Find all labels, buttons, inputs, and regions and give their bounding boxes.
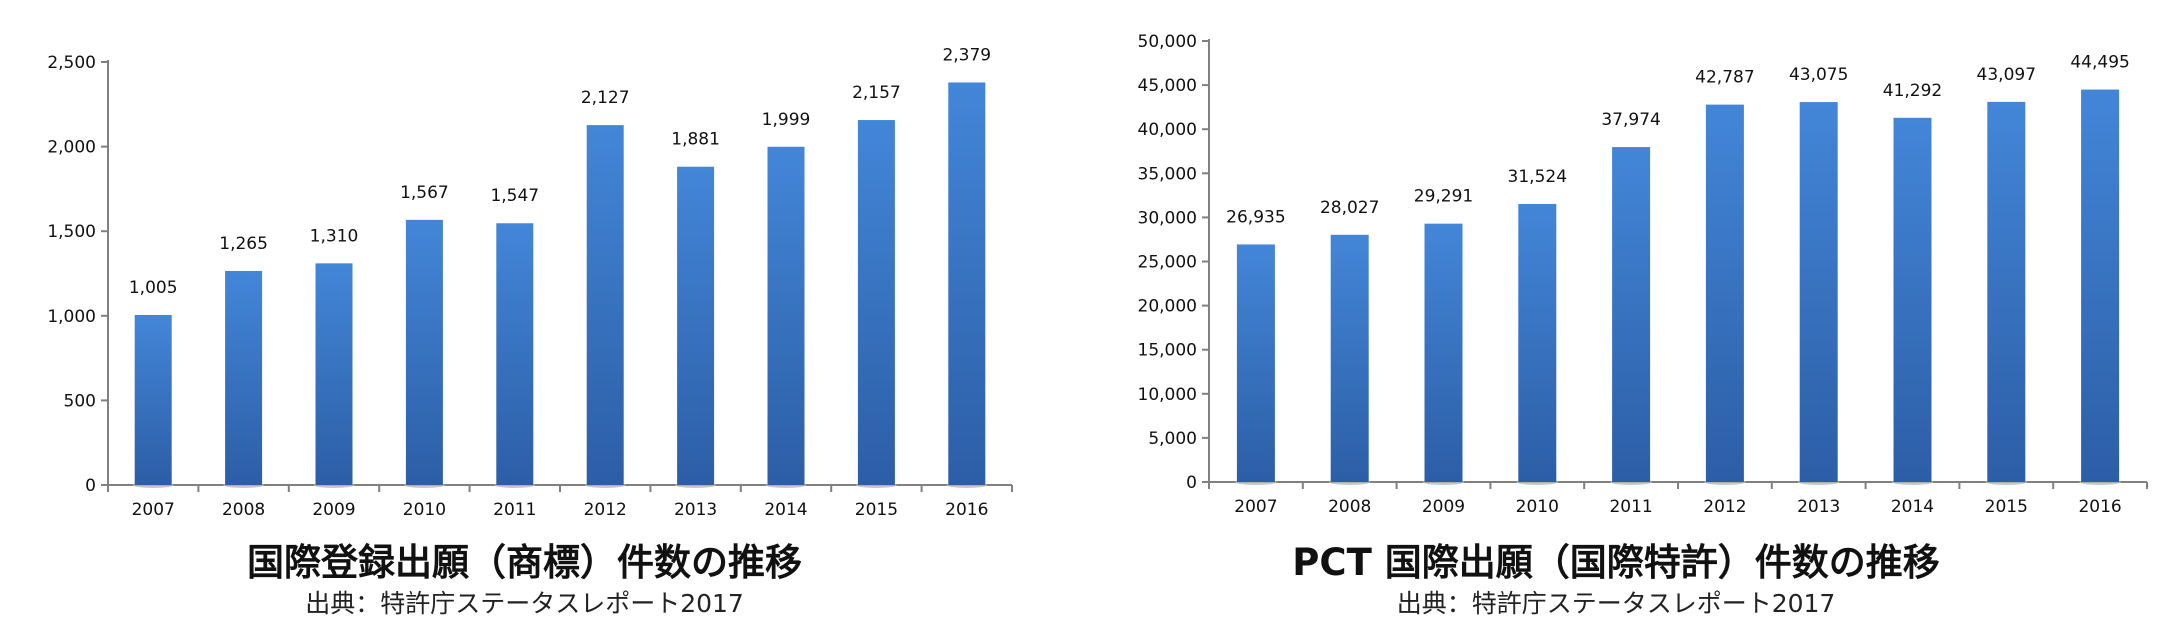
data-label: 1,567 bbox=[400, 183, 449, 203]
data-label: 29,291 bbox=[1414, 187, 1473, 207]
pct-chart-panel: 0 5,000 10,000 15,000 20,000 25,000 30,000 35,0… bbox=[1081, 0, 2163, 622]
y-tick-label: 35,000 bbox=[1138, 164, 1197, 184]
y-tick-label: 2,500 bbox=[47, 53, 96, 73]
x-tick-label: 2010 bbox=[403, 500, 446, 520]
y-tick-label: 0 bbox=[1186, 473, 1197, 493]
chart-source: 出典：特許庁ステータスレポート2017 bbox=[305, 589, 744, 618]
bar-2013 bbox=[677, 166, 715, 485]
data-label: 1,310 bbox=[310, 226, 359, 246]
bar-2016 bbox=[2081, 89, 2120, 482]
x-tick-label: 2016 bbox=[945, 500, 988, 520]
bar-2013 bbox=[1799, 102, 1838, 483]
y-tick-label: 10,000 bbox=[1138, 385, 1197, 405]
x-tick-label: 2009 bbox=[1422, 497, 1465, 517]
x-tick-label: 2016 bbox=[2078, 497, 2121, 517]
data-label: 1,547 bbox=[490, 186, 539, 206]
bar-2012 bbox=[1705, 104, 1744, 483]
bar-2010 bbox=[405, 219, 443, 486]
x-tick-label: 2012 bbox=[584, 500, 627, 520]
x-tick-label: 2007 bbox=[1234, 497, 1277, 517]
y-tick-label: 30,000 bbox=[1138, 208, 1197, 228]
y-tick-label: 25,000 bbox=[1138, 253, 1197, 273]
x-tick-label: 2014 bbox=[1891, 497, 1934, 517]
y-tick-label: 40,000 bbox=[1138, 120, 1197, 140]
x-tick-label: 2015 bbox=[855, 500, 898, 520]
y-tick-label: 500 bbox=[64, 391, 96, 411]
x-tick-label: 2007 bbox=[132, 500, 175, 520]
bar-2014 bbox=[767, 146, 805, 485]
bar-2009 bbox=[315, 263, 353, 485]
data-label: 2,157 bbox=[852, 83, 901, 103]
data-label: 1,265 bbox=[219, 234, 268, 254]
y-tick-label: 1,500 bbox=[47, 222, 96, 242]
bar-2011 bbox=[1612, 147, 1651, 482]
data-label: 41,292 bbox=[1883, 81, 1942, 101]
bar-2008 bbox=[1330, 234, 1369, 482]
y-tick-label: 1,000 bbox=[47, 307, 96, 327]
x-tick-label: 2015 bbox=[1985, 497, 2028, 517]
data-label: 1,999 bbox=[762, 110, 811, 130]
y-tick-label: 15,000 bbox=[1138, 341, 1197, 361]
bar-2011 bbox=[496, 223, 534, 485]
y-tick-label: 5,000 bbox=[1148, 429, 1197, 449]
pct-bar-chart: 0 5,000 10,000 15,000 20,000 25,000 30,000 35,0… bbox=[1138, 32, 2148, 517]
y-tick-label: 45,000 bbox=[1138, 76, 1197, 96]
bar-2008 bbox=[225, 270, 263, 485]
x-tick-label: 2008 bbox=[222, 500, 265, 520]
bar-2007 bbox=[1236, 244, 1275, 482]
bar-2015 bbox=[1987, 101, 2026, 482]
data-label: 43,097 bbox=[1977, 65, 2036, 85]
x-tick-label: 2013 bbox=[1797, 497, 1840, 517]
data-label: 2,379 bbox=[942, 45, 991, 65]
bar-2014 bbox=[1893, 117, 1932, 482]
x-tick-label: 2011 bbox=[493, 500, 536, 520]
chart-title: PCT 国際出願（国際特許）件数の推移 bbox=[1292, 541, 1940, 584]
data-label: 2,127 bbox=[581, 88, 630, 108]
bar-2010 bbox=[1518, 203, 1557, 482]
bar-2007 bbox=[134, 314, 172, 485]
x-tick-label: 2009 bbox=[312, 500, 355, 520]
y-tick-label: 0 bbox=[85, 476, 96, 496]
bar-2009 bbox=[1424, 223, 1463, 482]
data-label: 44,495 bbox=[2070, 53, 2129, 73]
bar-2012 bbox=[586, 125, 624, 485]
y-tick-label: 20,000 bbox=[1138, 297, 1197, 317]
bar-2016 bbox=[948, 82, 986, 485]
chart-title: 国際登録出願（商標）件数の推移 bbox=[247, 541, 802, 584]
data-label: 1,881 bbox=[671, 130, 720, 150]
y-tick-label: 50,000 bbox=[1138, 32, 1197, 52]
x-tick-label: 2010 bbox=[1516, 497, 1559, 517]
data-label: 42,787 bbox=[1695, 68, 1754, 88]
data-label: 26,935 bbox=[1226, 207, 1285, 227]
x-tick-label: 2014 bbox=[764, 500, 807, 520]
y-tick-label: 2,000 bbox=[47, 138, 96, 158]
data-label: 1,005 bbox=[129, 278, 178, 298]
chart-source: 出典：特許庁ステータスレポート2017 bbox=[1396, 589, 1836, 618]
x-tick-label: 2012 bbox=[1703, 497, 1746, 517]
data-label: 37,974 bbox=[1601, 110, 1660, 130]
data-label: 31,524 bbox=[1508, 167, 1567, 187]
trademark-bar-chart: 0 500 1,000 1,500 2,000 2,500 1,005 2007 1,265 20… bbox=[47, 45, 1013, 520]
x-tick-label: 2013 bbox=[674, 500, 717, 520]
x-tick-label: 2011 bbox=[1609, 497, 1652, 517]
trademark-chart-panel: 0 500 1,000 1,500 2,000 2,500 1,005 2007 1,265 20… bbox=[0, 0, 1081, 622]
bar-2015 bbox=[857, 120, 895, 486]
data-label: 43,075 bbox=[1789, 65, 1848, 85]
data-label: 28,027 bbox=[1320, 198, 1379, 218]
x-tick-label: 2008 bbox=[1328, 497, 1371, 517]
